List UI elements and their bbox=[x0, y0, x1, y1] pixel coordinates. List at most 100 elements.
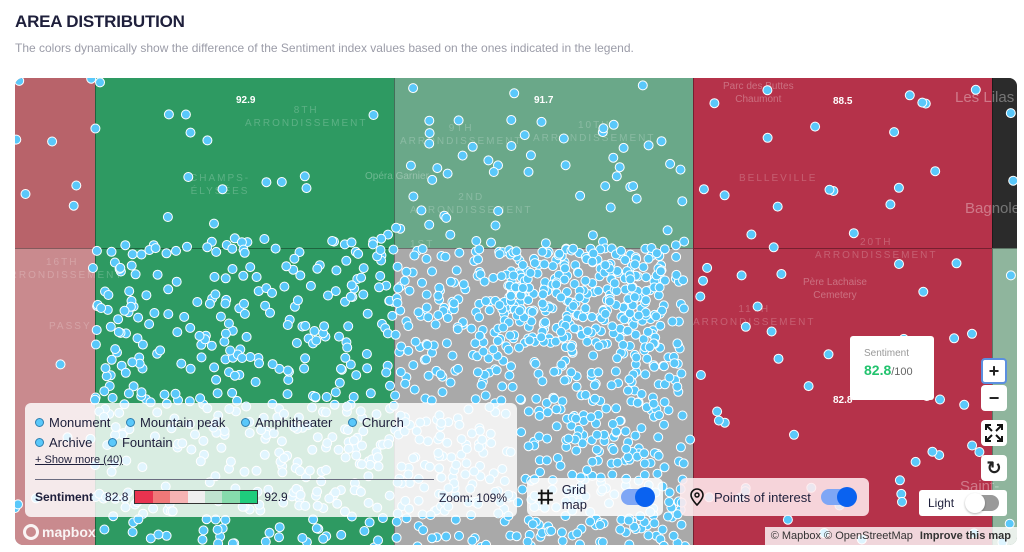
poi-marker[interactable] bbox=[631, 352, 642, 363]
poi-marker[interactable] bbox=[762, 132, 773, 143]
poi-marker[interactable] bbox=[577, 312, 588, 323]
poi-marker[interactable] bbox=[441, 338, 452, 349]
poi-marker[interactable] bbox=[282, 389, 293, 400]
poi-marker[interactable] bbox=[101, 371, 112, 382]
poi-marker[interactable] bbox=[587, 256, 598, 267]
poi-marker[interactable] bbox=[399, 275, 410, 286]
poi-marker[interactable] bbox=[358, 263, 369, 274]
poi-marker[interactable] bbox=[712, 406, 723, 417]
poi-marker[interactable] bbox=[472, 367, 483, 378]
poi-marker[interactable] bbox=[620, 426, 631, 437]
poi-marker[interactable] bbox=[484, 305, 495, 316]
poi-marker[interactable] bbox=[573, 267, 584, 278]
zoom-out-button[interactable]: − bbox=[981, 385, 1007, 411]
poi-marker[interactable] bbox=[132, 333, 143, 344]
poi-marker[interactable] bbox=[695, 370, 706, 380]
poi-marker[interactable] bbox=[702, 262, 713, 273]
poi-marker[interactable] bbox=[551, 404, 562, 415]
poi-marker[interactable] bbox=[127, 357, 138, 368]
poi-marker[interactable] bbox=[496, 271, 507, 282]
poi-marker[interactable] bbox=[417, 277, 427, 288]
poi-marker[interactable] bbox=[359, 526, 370, 536]
poi-marker[interactable] bbox=[410, 336, 421, 347]
poi-marker[interactable] bbox=[507, 381, 518, 392]
poi-marker[interactable] bbox=[587, 456, 598, 467]
poi-marker[interactable] bbox=[198, 525, 209, 536]
poi-marker[interactable] bbox=[103, 290, 114, 300]
poi-marker[interactable] bbox=[540, 317, 551, 328]
poi-marker[interactable] bbox=[626, 282, 637, 293]
poi-marker[interactable] bbox=[442, 313, 453, 323]
poi-marker[interactable] bbox=[209, 271, 220, 282]
poi-marker[interactable] bbox=[678, 275, 689, 286]
poi-marker[interactable] bbox=[334, 377, 345, 388]
poi-marker[interactable] bbox=[823, 349, 834, 360]
poi-marker[interactable] bbox=[391, 516, 402, 527]
poi-marker[interactable] bbox=[625, 274, 636, 285]
poi-marker[interactable] bbox=[505, 290, 516, 301]
poi-marker[interactable] bbox=[669, 358, 680, 369]
poi-marker[interactable] bbox=[766, 326, 777, 337]
poi-marker[interactable] bbox=[494, 300, 505, 311]
poi-marker[interactable] bbox=[267, 287, 277, 298]
poi-marker[interactable] bbox=[254, 358, 264, 369]
poi-marker[interactable] bbox=[264, 527, 275, 538]
poi-marker[interactable] bbox=[346, 237, 357, 248]
poi-marker[interactable] bbox=[435, 369, 446, 380]
poi-marker[interactable] bbox=[176, 358, 187, 369]
poi-marker[interactable] bbox=[563, 433, 574, 444]
poi-marker[interactable] bbox=[537, 246, 548, 257]
poi-marker[interactable] bbox=[282, 320, 293, 330]
poi-marker[interactable] bbox=[624, 374, 635, 385]
poi-marker[interactable] bbox=[491, 365, 502, 376]
poi-marker[interactable] bbox=[643, 530, 654, 541]
poi-marker[interactable] bbox=[601, 403, 612, 414]
poi-marker[interactable] bbox=[623, 515, 634, 526]
poi-marker[interactable] bbox=[488, 167, 499, 177]
poi-marker[interactable] bbox=[365, 388, 376, 399]
poi-marker[interactable] bbox=[15, 499, 23, 510]
poi-marker[interactable] bbox=[261, 177, 272, 188]
poi-marker[interactable] bbox=[1008, 175, 1017, 186]
category-mountain-peak[interactable]: Mountain peak bbox=[126, 415, 225, 430]
grid-cell[interactable] bbox=[95, 78, 395, 249]
poi-marker[interactable] bbox=[90, 339, 101, 350]
poi-marker[interactable] bbox=[558, 133, 569, 144]
poi-marker[interactable] bbox=[604, 296, 615, 307]
poi-marker[interactable] bbox=[204, 298, 215, 309]
poi-marker[interactable] bbox=[15, 134, 22, 145]
poi-marker[interactable] bbox=[566, 367, 577, 378]
poi-marker[interactable] bbox=[672, 338, 683, 349]
poi-marker[interactable] bbox=[639, 458, 650, 469]
poi-marker[interactable] bbox=[894, 475, 905, 486]
poi-marker[interactable] bbox=[373, 535, 383, 545]
poi-marker[interactable] bbox=[392, 298, 403, 308]
poi-marker[interactable] bbox=[642, 353, 653, 364]
poi-marker[interactable] bbox=[163, 284, 174, 295]
poi-marker[interactable] bbox=[133, 312, 144, 323]
poi-marker[interactable] bbox=[580, 303, 591, 314]
poi-marker[interactable] bbox=[413, 307, 424, 318]
poi-marker[interactable] bbox=[679, 236, 690, 247]
poi-marker[interactable] bbox=[889, 127, 900, 138]
poi-marker[interactable] bbox=[251, 272, 262, 282]
poi-marker[interactable] bbox=[974, 447, 985, 457]
poi-marker[interactable] bbox=[549, 393, 560, 404]
poi-marker[interactable] bbox=[478, 346, 489, 357]
poi-marker[interactable] bbox=[336, 363, 346, 374]
poi-marker[interactable] bbox=[642, 326, 653, 337]
poi-marker[interactable] bbox=[396, 341, 407, 352]
poi-marker[interactable] bbox=[648, 398, 659, 409]
poi-marker[interactable] bbox=[659, 244, 670, 255]
poi-marker[interactable] bbox=[405, 160, 416, 171]
poi-marker[interactable] bbox=[534, 410, 545, 421]
poi-marker[interactable] bbox=[274, 532, 284, 543]
poi-marker[interactable] bbox=[639, 448, 650, 459]
poi-marker[interactable] bbox=[658, 540, 669, 545]
poi-marker[interactable] bbox=[229, 370, 240, 381]
poi-marker[interactable] bbox=[403, 321, 414, 332]
poi-marker[interactable] bbox=[113, 327, 124, 337]
poi-marker[interactable] bbox=[182, 241, 192, 252]
poi-marker[interactable] bbox=[630, 430, 641, 441]
poi-marker[interactable] bbox=[421, 354, 432, 365]
